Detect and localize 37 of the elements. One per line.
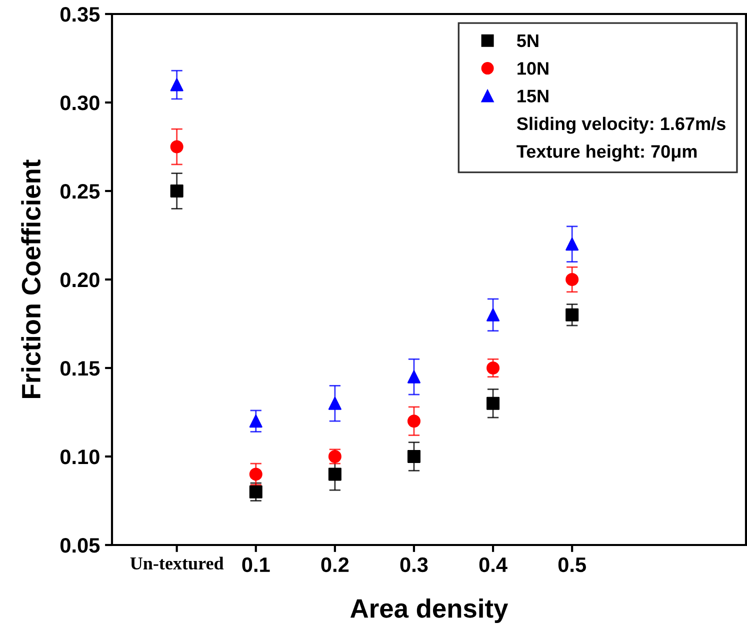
point bbox=[328, 396, 342, 410]
legend-label: 5N bbox=[516, 34, 538, 48]
x-axis-title: Area density bbox=[350, 598, 508, 624]
point bbox=[170, 140, 184, 154]
y-tick-label: 0.15 bbox=[60, 361, 100, 376]
x-tick-label: 0.2 bbox=[321, 557, 349, 572]
x-tick-label: 0.4 bbox=[479, 557, 508, 572]
x-tick-label: 0.3 bbox=[400, 557, 428, 572]
y-tick-label: 0.30 bbox=[60, 96, 100, 110]
point bbox=[486, 396, 500, 410]
annotation: Texture height: 70μm bbox=[516, 144, 697, 162]
point bbox=[170, 184, 184, 198]
y-axis-title: Friction Coefficient bbox=[21, 160, 41, 398]
point bbox=[566, 308, 579, 322]
x-tick-label: 0.1 bbox=[242, 557, 270, 572]
point bbox=[170, 78, 184, 92]
point bbox=[566, 238, 579, 251]
y-tick-label: 0.10 bbox=[60, 450, 100, 464]
point bbox=[407, 450, 420, 464]
y-tick-label: 0.25 bbox=[60, 184, 100, 199]
x-tick-label: 0.5 bbox=[558, 557, 586, 572]
point bbox=[249, 485, 262, 498]
y-tick-label: 0.35 bbox=[60, 7, 100, 22]
y-tick-label: 0.20 bbox=[60, 272, 100, 288]
point bbox=[486, 308, 500, 322]
point bbox=[486, 361, 500, 375]
point bbox=[249, 414, 262, 428]
legend-label: 10N bbox=[518, 62, 548, 75]
point bbox=[566, 272, 579, 286]
point bbox=[249, 468, 262, 481]
point bbox=[407, 370, 420, 384]
annotation: Sliding velocity: 1.67m/s bbox=[516, 116, 726, 134]
point bbox=[407, 414, 420, 428]
x-tick-label: Un-textured bbox=[130, 556, 224, 570]
y-tick-label: 0.05 bbox=[60, 538, 100, 553]
point bbox=[328, 468, 342, 481]
legend-label: 15N bbox=[518, 90, 548, 102]
